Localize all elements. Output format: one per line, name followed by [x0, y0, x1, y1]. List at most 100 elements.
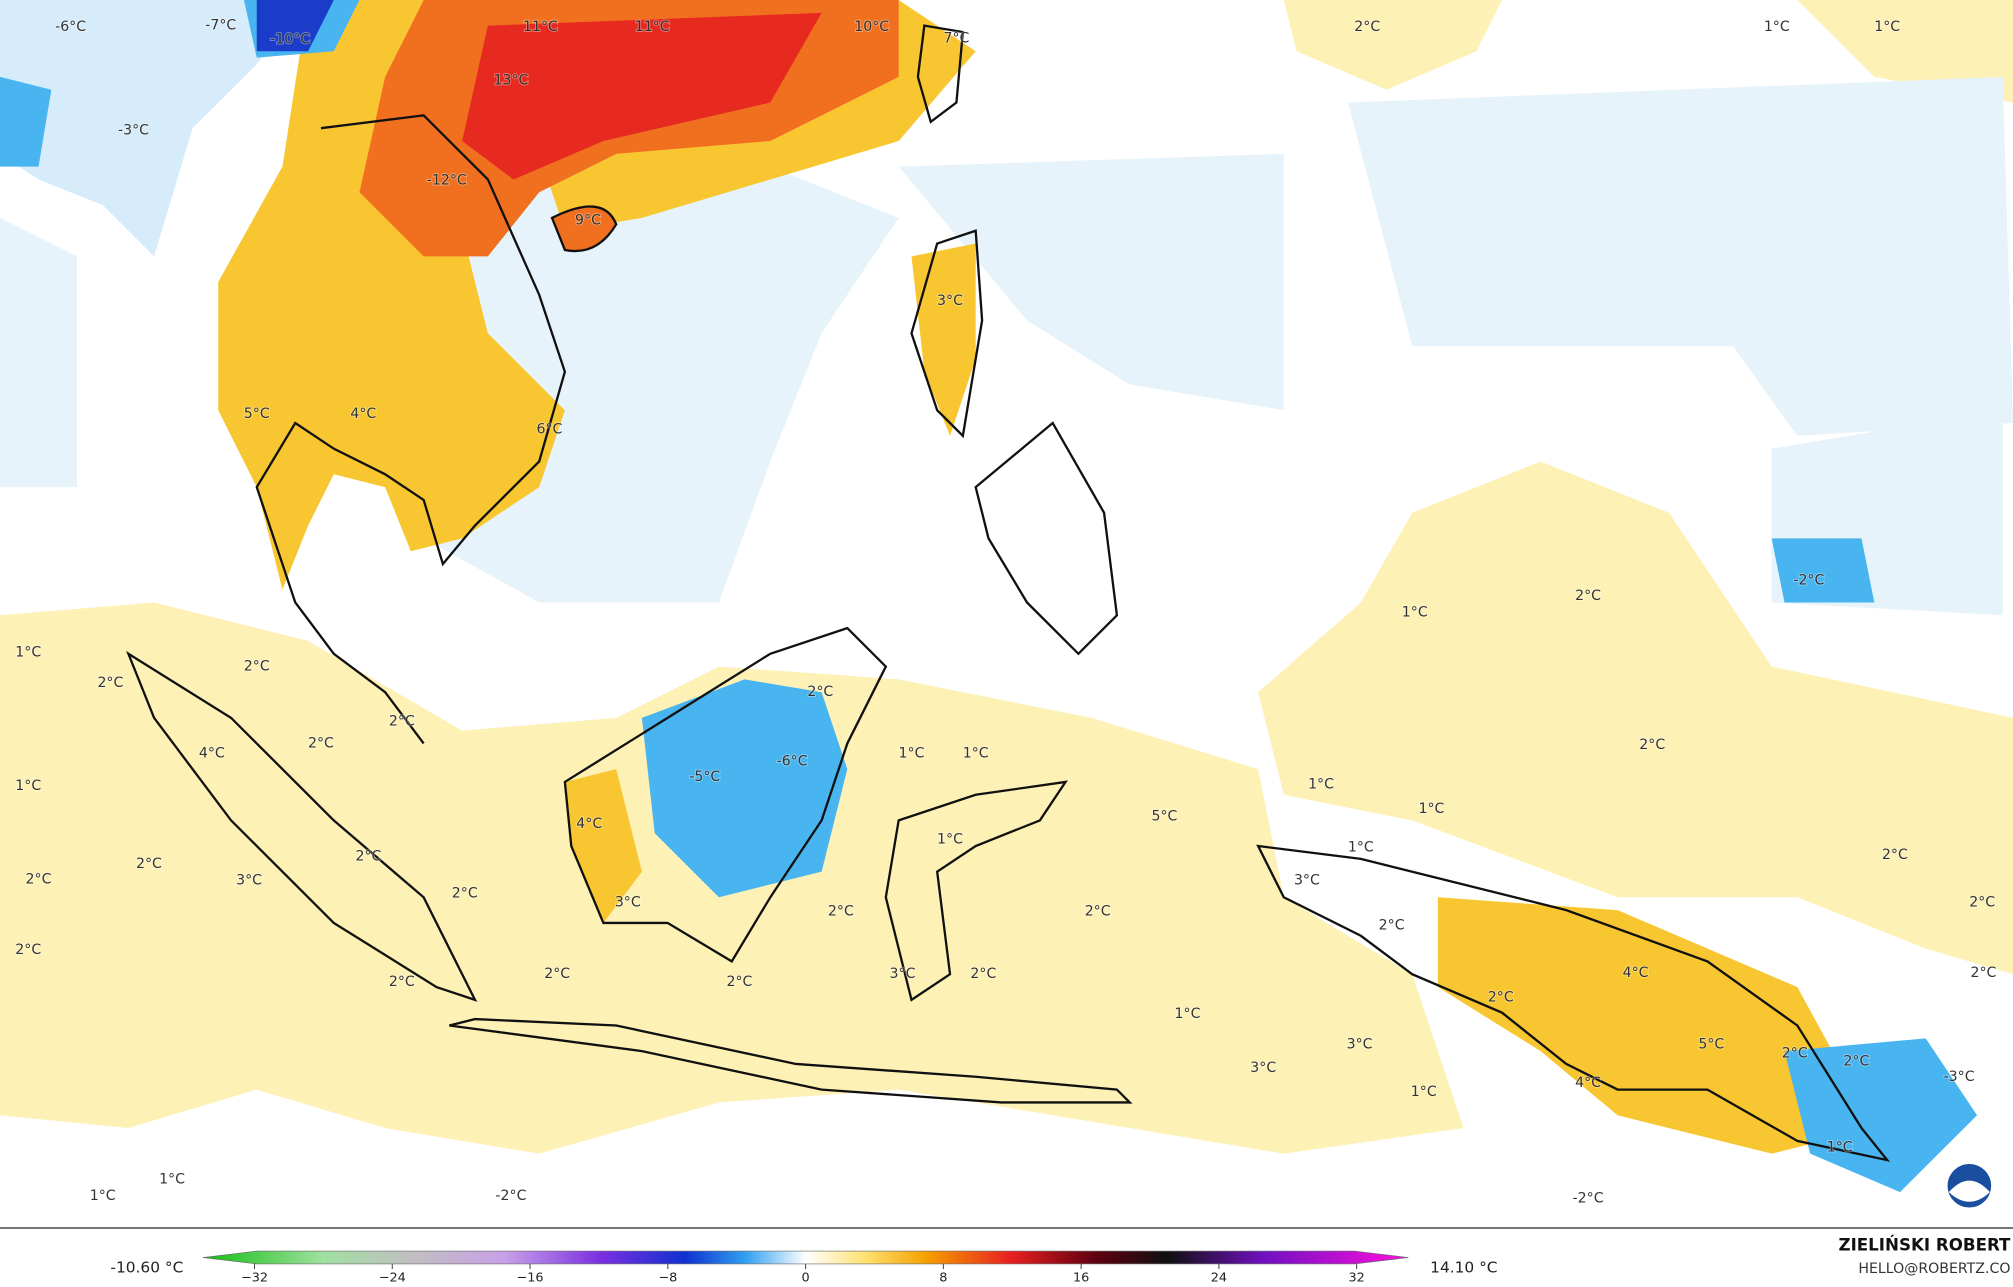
temperature-label: -2°C	[495, 1188, 526, 1204]
temperature-label: 2°C	[1575, 588, 1601, 604]
colorbar-tick-label: 0	[802, 1271, 810, 1286]
temperature-label: 1°C	[1874, 19, 1900, 35]
temperature-label: 1°C	[1827, 1139, 1853, 1155]
temperature-label: 2°C	[244, 659, 270, 675]
temperature-label: 4°C	[576, 816, 602, 832]
cold-core	[256, 0, 334, 52]
temperature-label: -2°C	[1793, 573, 1824, 589]
colorbar-tick-label: 32	[1349, 1271, 1365, 1286]
temperature-label: 2°C	[727, 974, 753, 990]
temperature-label: 1°C	[1402, 605, 1428, 621]
temperature-label: 10°C	[854, 19, 889, 35]
temperature-label: 2°C	[452, 885, 478, 901]
temperature-label: 2°C	[544, 966, 570, 982]
temperature-label: 1°C	[963, 746, 989, 762]
temperature-label: 2°C	[389, 714, 415, 730]
cool-field	[0, 76, 2013, 1026]
temperature-label: -6°C	[777, 753, 808, 769]
temperature-label: 1°C	[937, 832, 963, 848]
temperature-label: -2°C	[1573, 1191, 1604, 1207]
colorbar-ramp	[202, 1250, 1409, 1265]
temperature-label: 5°C	[1151, 809, 1177, 825]
temperature-label: -6°C	[55, 19, 86, 35]
max-value: 14.10 °C	[1430, 1258, 1497, 1276]
temperature-label: 1°C	[1411, 1084, 1437, 1100]
temperature-label: 2°C	[1782, 1046, 1808, 1062]
temperature-label: 1°C	[1175, 1006, 1201, 1022]
temperature-label: 2°C	[1882, 847, 1908, 863]
temperature-label: 1°C	[15, 644, 41, 660]
coastlines	[125, 24, 1891, 1162]
temperature-label: 11°C	[635, 19, 670, 35]
temperature-label: 3°C	[1294, 873, 1320, 889]
temperature-label: 4°C	[350, 406, 376, 422]
colorbar-tick-label: −16	[517, 1271, 544, 1286]
hot-field	[462, 12, 822, 180]
temperature-label: 2°C	[1969, 894, 1995, 910]
warm-field	[1283, 0, 2013, 103]
colorbar-tick-label: −24	[379, 1271, 406, 1286]
temperature-label: 2°C	[15, 942, 41, 958]
temperature-label: 2°C	[807, 684, 833, 700]
temperature-label: 5°C	[1698, 1037, 1724, 1053]
temperature-label: 6°C	[537, 421, 563, 437]
map-labels: -10°C -6°C -7°C 11°C 11°C 10°C 7°C 2°C 1°C 1°C 13°…	[14, 17, 1997, 1208]
temperature-label: 9°C	[575, 212, 601, 228]
temperature-label: -3°C	[118, 123, 149, 139]
temperature-label: 3°C	[890, 966, 916, 982]
temperature-label: 1°C	[15, 778, 41, 794]
temperature-label: 1°C	[90, 1188, 116, 1204]
temperature-label: -10°C	[270, 32, 310, 48]
temperature-label: 1°C	[1308, 777, 1334, 793]
temperature-label: -12°C	[427, 173, 467, 189]
temperature-label: 2°C	[1843, 1053, 1869, 1069]
noaa-logo	[1944, 1161, 1994, 1211]
temperature-label: 2°C	[1354, 19, 1380, 35]
temperature-label: 2°C	[828, 903, 854, 919]
temperature-label: 2°C	[1085, 903, 1111, 919]
temperature-label: 2°C	[1379, 918, 1405, 934]
temperature-label: 3°C	[236, 873, 262, 889]
colorbar-tick-label: 16	[1073, 1271, 1089, 1286]
temperature-label: 2°C	[1639, 737, 1665, 753]
temperature-label: 13°C	[494, 73, 529, 89]
temperature-label: 7°C	[943, 30, 969, 46]
temperature-label: 1°C	[1764, 19, 1790, 35]
map-fields	[0, 0, 2013, 1229]
temperature-label: 3°C	[1347, 1037, 1373, 1053]
cold-field	[0, 0, 309, 257]
temperature-label: 4°C	[1575, 1075, 1601, 1091]
temperature-label: 1°C	[159, 1171, 185, 1187]
temperature-label: 2°C	[389, 974, 415, 990]
temperature-label: 1°C	[1418, 801, 1444, 817]
temperature-label: 5°C	[244, 406, 270, 422]
temperature-label: 3°C	[1250, 1060, 1276, 1076]
temperature-label: 1°C	[899, 746, 925, 762]
temperature-label: 11°C	[523, 19, 558, 35]
temperature-label: 2°C	[355, 848, 381, 864]
temperature-label: 3°C	[615, 894, 641, 910]
temperature-label: 2°C	[970, 966, 996, 982]
temperature-label: 4°C	[1623, 965, 1649, 981]
min-value: -10.60 °C	[110, 1258, 183, 1276]
temperature-label: 2°C	[136, 856, 162, 872]
temperature-label: -5°C	[689, 769, 720, 785]
temperature-label: 4°C	[199, 746, 225, 762]
colorbar-tick-label: 8	[939, 1271, 947, 1286]
colorbar-tick-label: 24	[1211, 1271, 1227, 1286]
temperature-label: 2°C	[308, 735, 334, 751]
colorbar: -10.60 °C 14.10 °C −32 −24 −16 −8 0 8 16 24 32	[110, 1250, 1498, 1286]
credit-name: ZIELIŃSKI ROBERT	[1838, 1235, 2011, 1254]
temperature-label: -7°C	[205, 18, 236, 34]
island-field	[552, 206, 617, 252]
credit-email: HELLO@ROBERTZ.CO	[1858, 1261, 2010, 1277]
temperature-label: 2°C	[1488, 989, 1514, 1005]
temperature-label: 1°C	[1348, 839, 1374, 855]
temperature-label: 2°C	[97, 675, 123, 691]
warm-field	[564, 243, 1875, 1154]
colorbar-tick-label: −8	[658, 1271, 677, 1286]
colorbar-tick-label: −32	[241, 1271, 268, 1286]
warm-field	[0, 461, 2013, 1154]
temperature-label: 3°C	[937, 293, 963, 309]
